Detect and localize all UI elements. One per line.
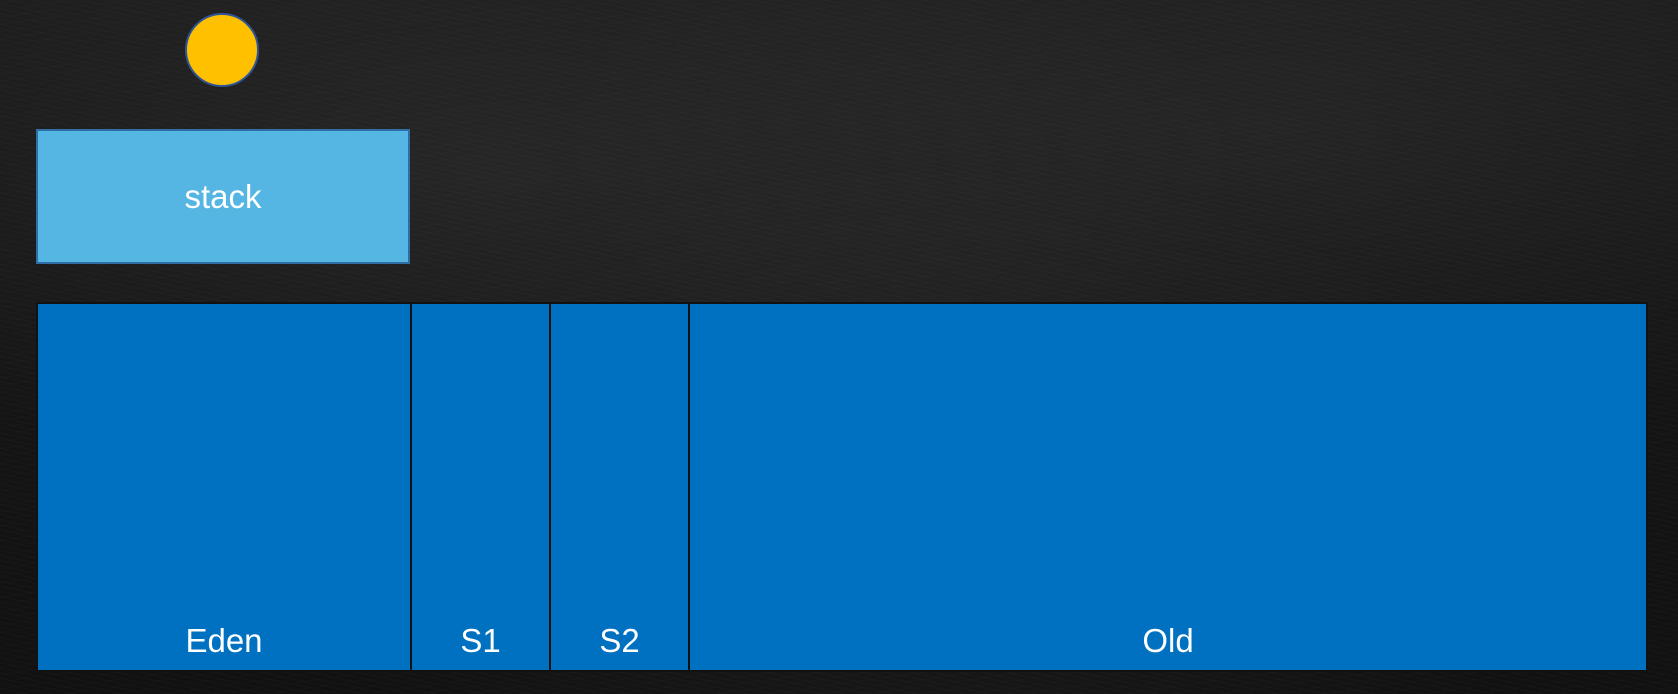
stack-label: stack: [184, 177, 262, 215]
old-region: Old: [688, 304, 1646, 670]
old-label: Old: [1142, 622, 1194, 659]
eden-region: Eden: [38, 304, 410, 670]
heap-bar: Eden S1 S2 Old: [36, 302, 1648, 672]
eden-label: Eden: [185, 622, 263, 659]
s1-label: S1: [460, 622, 501, 659]
stack-box: stack: [36, 129, 410, 264]
survivor-1-region: S1: [410, 304, 549, 670]
circle-marker-icon: [185, 13, 259, 87]
s2-label: S2: [599, 622, 640, 659]
survivor-2-region: S2: [549, 304, 688, 670]
